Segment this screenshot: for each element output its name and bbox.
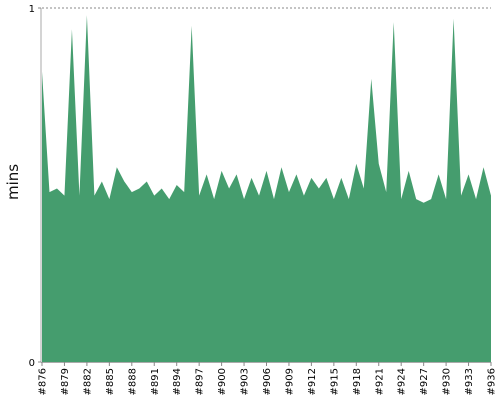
y-axis-label: mins bbox=[4, 164, 22, 200]
x-tick-label: #888 bbox=[127, 368, 138, 395]
x-tick-label: #921 bbox=[374, 368, 385, 395]
x-tick-label: #891 bbox=[150, 368, 161, 395]
x-tick-label: #915 bbox=[329, 368, 340, 395]
x-tick-label: #897 bbox=[195, 368, 206, 395]
x-tick-label: #876 bbox=[38, 368, 49, 395]
x-tick-label: #906 bbox=[262, 368, 273, 395]
x-tick-label: #909 bbox=[284, 368, 295, 395]
x-tick-label: #933 bbox=[464, 368, 475, 395]
x-tick-label: #924 bbox=[397, 368, 408, 395]
x-tick-label: #930 bbox=[442, 368, 453, 395]
x-tick-label: #903 bbox=[240, 368, 251, 395]
x-tick-label: #927 bbox=[419, 368, 430, 395]
x-axis: #876 #879 #882 #885 #888 #891 #894 #897 #900 #903… bbox=[38, 362, 498, 395]
x-tick-label: #894 bbox=[172, 368, 183, 395]
y-tick-label: 0 bbox=[29, 358, 35, 369]
x-tick-label: #918 bbox=[352, 368, 363, 395]
x-tick-label: #912 bbox=[307, 368, 318, 395]
y-axis: 01 bbox=[29, 4, 41, 369]
x-tick-label: #900 bbox=[217, 368, 228, 395]
x-tick-label: #936 bbox=[487, 368, 498, 395]
x-tick-label: #885 bbox=[105, 368, 116, 395]
series-area bbox=[42, 15, 491, 363]
x-tick-label: #879 bbox=[60, 368, 71, 395]
y-tick-label: 1 bbox=[29, 4, 35, 15]
x-tick-label: #882 bbox=[82, 368, 93, 395]
